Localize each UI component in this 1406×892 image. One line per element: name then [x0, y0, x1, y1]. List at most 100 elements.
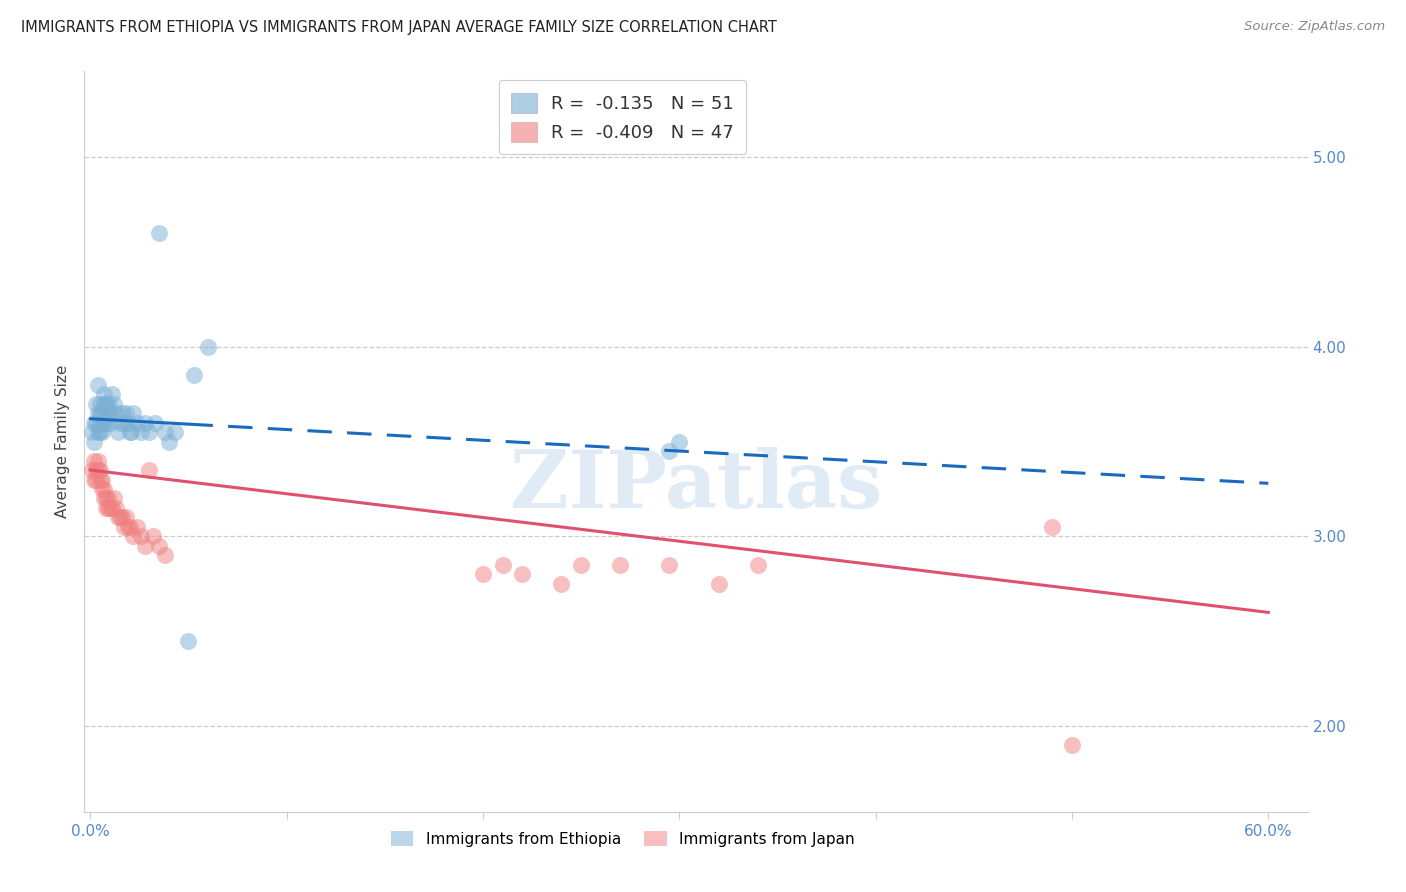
Point: [89, 425, 111, 439]
Point: [1040, 520, 1063, 534]
Point: [93, 387, 115, 401]
Point: [143, 416, 166, 430]
Point: [89, 416, 111, 430]
Text: Source: ZipAtlas.com: Source: ZipAtlas.com: [1244, 20, 1385, 33]
Point: [112, 520, 135, 534]
Text: IMMIGRANTS FROM ETHIOPIA VS IMMIGRANTS FROM JAPAN AVERAGE FAMILY SIZE CORRELATIO: IMMIGRANTS FROM ETHIOPIA VS IMMIGRANTS F…: [21, 20, 778, 35]
Legend: Immigrants from Ethiopia, Immigrants from Japan: Immigrants from Ethiopia, Immigrants fro…: [381, 822, 863, 856]
Point: [747, 558, 769, 572]
Point: [89, 406, 111, 420]
Point: [668, 434, 690, 449]
Point: [153, 549, 176, 563]
Point: [89, 473, 111, 487]
Point: [107, 510, 129, 524]
Point: [97, 500, 120, 515]
Point: [83, 416, 105, 430]
Point: [87, 406, 110, 420]
Point: [118, 520, 141, 534]
Point: [177, 633, 200, 648]
Point: [114, 510, 136, 524]
Point: [108, 510, 131, 524]
Point: [1060, 739, 1083, 753]
Point: [118, 425, 141, 439]
Point: [91, 473, 114, 487]
Point: [87, 377, 110, 392]
Point: [84, 463, 107, 477]
Point: [569, 558, 592, 572]
Point: [84, 416, 107, 430]
Point: [127, 416, 149, 430]
Point: [94, 396, 117, 410]
Point: [148, 226, 170, 240]
Point: [101, 387, 124, 401]
Point: [98, 416, 121, 430]
Point: [107, 425, 129, 439]
Point: [103, 491, 125, 506]
Point: [121, 425, 143, 439]
Point: [91, 406, 114, 420]
Point: [129, 529, 152, 543]
Point: [197, 340, 219, 354]
Point: [97, 491, 120, 506]
Point: [138, 463, 160, 477]
Point: [104, 500, 127, 515]
Point: [114, 406, 136, 420]
Point: [658, 444, 681, 458]
Point: [82, 425, 104, 439]
Point: [491, 558, 513, 572]
Point: [93, 396, 115, 410]
Point: [87, 425, 110, 439]
Point: [153, 425, 176, 439]
Point: [94, 500, 117, 515]
Point: [87, 453, 110, 467]
Point: [94, 416, 117, 430]
Y-axis label: Average Family Size: Average Family Size: [55, 365, 70, 518]
Point: [471, 567, 494, 582]
Point: [111, 406, 134, 420]
Point: [93, 491, 115, 506]
Point: [134, 416, 156, 430]
Point: [122, 529, 145, 543]
Point: [93, 482, 115, 496]
Point: [117, 416, 139, 430]
Point: [103, 396, 125, 410]
Point: [91, 482, 114, 496]
Point: [87, 463, 110, 477]
Point: [122, 406, 145, 420]
Point: [134, 539, 156, 553]
Point: [89, 463, 111, 477]
Point: [91, 425, 114, 439]
Point: [89, 396, 111, 410]
Point: [707, 577, 730, 591]
Point: [129, 425, 152, 439]
Point: [83, 453, 105, 467]
Point: [104, 406, 127, 420]
Point: [98, 500, 121, 515]
Point: [510, 567, 533, 582]
Point: [93, 416, 115, 430]
Point: [101, 500, 124, 515]
Point: [138, 425, 160, 439]
Point: [609, 558, 631, 572]
Point: [83, 434, 105, 449]
Point: [127, 520, 149, 534]
Point: [163, 425, 186, 439]
Point: [148, 539, 170, 553]
Point: [82, 463, 104, 477]
Point: [83, 473, 105, 487]
Point: [108, 416, 131, 430]
Point: [84, 396, 107, 410]
Text: ZIPatlas: ZIPatlas: [510, 447, 882, 525]
Point: [117, 520, 139, 534]
Point: [97, 396, 120, 410]
Point: [157, 434, 180, 449]
Point: [658, 558, 681, 572]
Point: [98, 406, 121, 420]
Point: [112, 416, 135, 430]
Point: [84, 473, 107, 487]
Point: [550, 577, 572, 591]
Point: [94, 491, 117, 506]
Point: [94, 406, 117, 420]
Point: [91, 416, 114, 430]
Point: [183, 368, 205, 383]
